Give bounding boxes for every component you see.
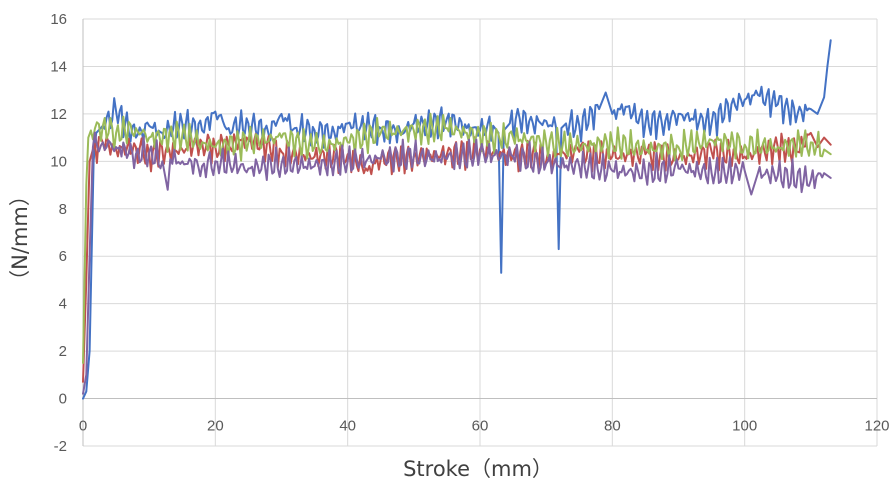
y-tick-label: 6 — [59, 248, 67, 265]
x-tick-label: 20 — [207, 418, 224, 435]
y-axis-title: （N/mm） — [8, 185, 32, 291]
y-axis-tick-labels: -2 0 2 4 6 8 10 12 14 16 — [50, 11, 67, 455]
y-tick-label: 8 — [59, 201, 67, 218]
y-tick-label: 2 — [59, 343, 67, 360]
y-tick-label: -2 — [54, 438, 67, 455]
y-tick-label: 10 — [50, 153, 67, 170]
series-line-3 — [82, 112, 832, 364]
y-tick-label: 14 — [50, 58, 67, 75]
series-line-1 — [82, 39, 832, 400]
gridlines — [83, 18, 878, 447]
x-tick-label: 80 — [604, 418, 621, 435]
series-lines — [82, 39, 832, 400]
y-tick-label: 12 — [50, 106, 67, 123]
x-tick-label: 40 — [339, 418, 356, 435]
y-tick-label: 16 — [50, 11, 67, 28]
y-tick-label: 4 — [59, 296, 67, 313]
series-line-4 — [82, 131, 832, 395]
x-tick-label: 0 — [79, 418, 87, 435]
x-tick-label: 60 — [472, 418, 489, 435]
x-axis-title: Stroke（mm） — [403, 457, 553, 481]
x-tick-label: 100 — [732, 418, 757, 435]
y-tick-label: 0 — [59, 391, 67, 408]
x-axis-tick-labels: 0 20 40 60 80 100 120 — [79, 418, 890, 435]
x-tick-label: 120 — [864, 418, 889, 435]
